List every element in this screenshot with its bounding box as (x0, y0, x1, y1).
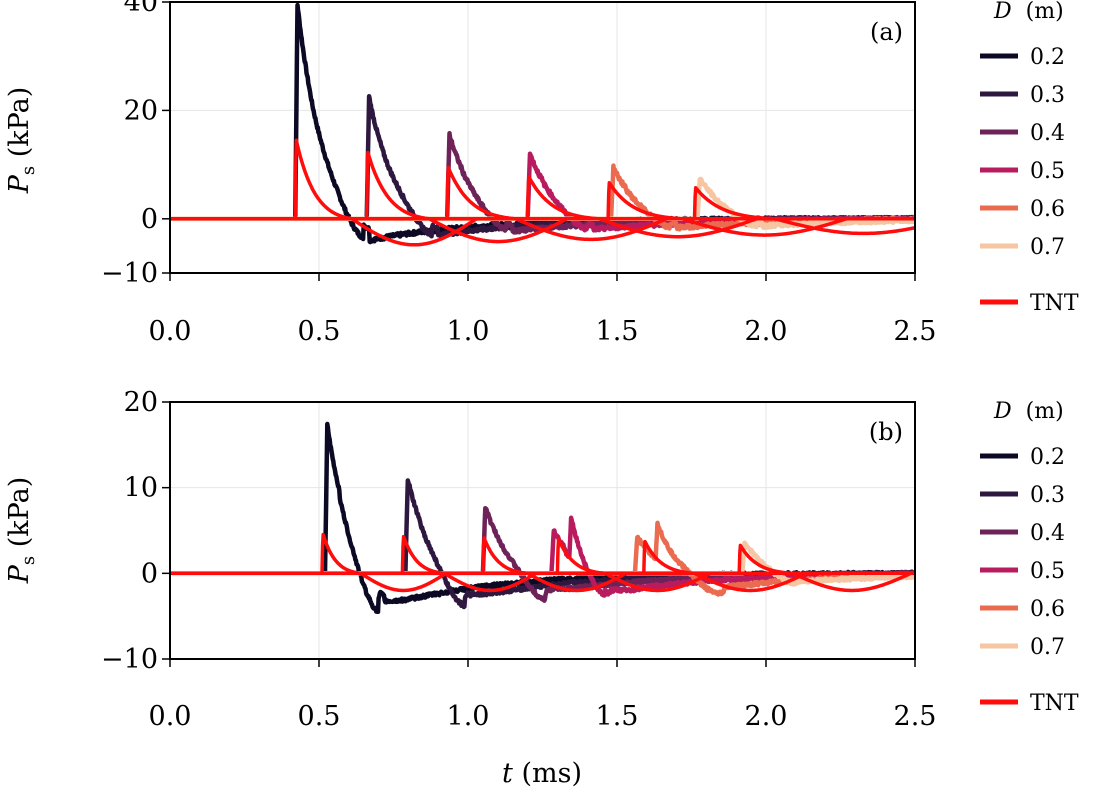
x-tick-label: 0.5 (298, 701, 341, 732)
legend-label-0.7: 0.7 (1030, 635, 1065, 660)
panel-label: (a) (870, 18, 903, 46)
xlabel: t (ms) (502, 758, 582, 789)
x-tick-label: 1.0 (447, 701, 490, 732)
series-line-0.3 (170, 478, 915, 610)
legend-title: D (m) (993, 0, 1064, 24)
legend-label-0.5: 0.5 (1030, 159, 1065, 184)
legend-label-tnt: TNT (1030, 291, 1079, 316)
panel-label: (b) (869, 418, 903, 446)
x-tick-label: 0.5 (298, 316, 341, 347)
y-tick-label: −10 (101, 644, 158, 675)
legend-label-0.5: 0.5 (1030, 559, 1065, 584)
series-line-0.3 (170, 94, 915, 239)
axes-frame (169, 1, 916, 274)
y-tick-label: 10 (124, 473, 158, 504)
legend-label-0.4: 0.4 (1030, 521, 1065, 546)
y-tick-label: 0 (141, 204, 158, 235)
x-tick-label: 2.5 (894, 316, 937, 347)
legend-label-0.3: 0.3 (1030, 483, 1065, 508)
ylabel-a: Ps (kPa) (4, 87, 39, 194)
y-tick-label: −10 (101, 258, 158, 289)
panel-a: 0.0 0.5 1.0 1.5 2.0 2.5 40 20 0 −10 (a) (101, 0, 936, 347)
ylabel-b: Ps (kPa) (4, 477, 39, 584)
plot-area (170, 2, 915, 247)
x-tick-label: 2.0 (745, 316, 788, 347)
legend-label-0.6: 0.6 (1030, 197, 1065, 222)
y-tick-label: 20 (124, 387, 158, 418)
tnt-line-5 (170, 186, 915, 236)
legend-label-0.2: 0.2 (1030, 45, 1065, 70)
y-tick-label: 20 (124, 95, 158, 126)
legend-a: D (m) 0.2 0.3 0.4 0.5 0.6 0.7 TNT (980, 0, 1079, 316)
x-tick-label: 2.5 (894, 701, 937, 732)
legend-label-0.6: 0.6 (1030, 597, 1065, 622)
plot-area (170, 421, 915, 615)
legend-b: D (m) 0.2 0.3 0.4 0.5 0.6 0.7 TNT (980, 399, 1079, 716)
legend-title: D (m) (993, 399, 1064, 424)
panel-b: 0.0 0.5 1.0 1.5 2.0 2.5 20 10 0 −10 (b) (101, 387, 936, 732)
axes-frame (169, 401, 916, 660)
x-tick-label: 1.5 (596, 316, 639, 347)
x-tick-label: 0.0 (149, 701, 192, 732)
series-line-0.2 (170, 2, 915, 245)
legend-label-0.2: 0.2 (1030, 445, 1065, 470)
x-tick-label: 0.0 (149, 316, 192, 347)
x-tick-label: 1.5 (596, 701, 639, 732)
x-tick-label: 1.0 (447, 316, 490, 347)
legend-label-0.4: 0.4 (1030, 121, 1065, 146)
y-tick-label: 40 (124, 0, 158, 18)
y-tick-label: 0 (141, 558, 158, 589)
legend-label-0.7: 0.7 (1030, 235, 1065, 260)
tnt-line-5 (170, 543, 915, 593)
legend-label-0.3: 0.3 (1030, 83, 1065, 108)
x-tick-label: 2.0 (745, 701, 788, 732)
legend-label-tnt: TNT (1030, 691, 1079, 716)
